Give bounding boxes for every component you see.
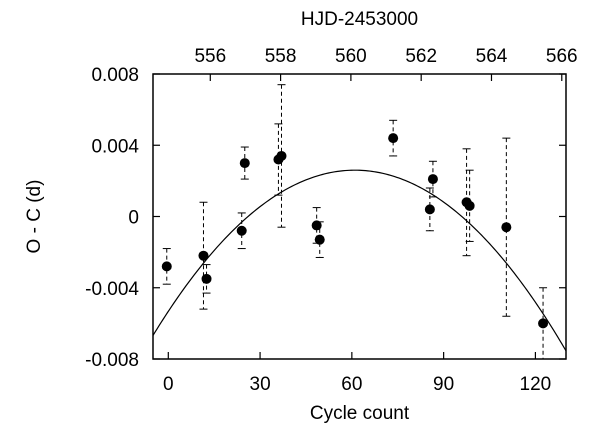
y-tick-label: -0.008 [85,350,139,371]
data-point [464,200,475,211]
top-x-tick-label: 556 [194,46,226,67]
data-point [239,158,250,169]
data-point [201,273,212,284]
data-point [424,204,435,215]
data-points [161,133,549,329]
top-x-tick-label: 562 [405,46,437,67]
data-point [388,133,399,144]
data-point [314,234,325,245]
data-point [538,318,549,329]
data-point [427,174,438,185]
error-bars [162,84,548,360]
data-point [236,225,247,236]
x-axis-title: Cycle count [310,403,410,424]
data-point [161,261,172,272]
y-tick-label: -0.004 [85,279,139,300]
top-x-tick-label: 564 [476,46,508,67]
top-x-tick-label: 566 [546,46,578,67]
x-tick-label: 120 [520,374,552,395]
data-point [276,150,287,161]
top-axis-title: HJD-2453000 [301,9,418,30]
y-tick-label: 0.008 [91,65,139,86]
x-tick-label: 0 [163,374,174,395]
axis-ticks [153,73,566,360]
data-point [311,220,322,231]
fit-curve [152,169,567,352]
tick-labels: 0 30 60 90 120 556 558 560 562 564 566 -0.008 -0.004… [85,46,578,395]
data-point [501,222,512,233]
y-axis-title: O - C (d) [24,180,45,254]
top-x-tick-label: 560 [335,46,367,67]
data-point [198,250,209,261]
x-tick-label: 60 [341,374,362,395]
top-x-tick-label: 558 [265,46,297,67]
y-tick-label: 0.004 [91,136,139,157]
x-tick-label: 30 [250,374,271,395]
y-tick-label: 0 [128,208,139,229]
x-tick-label: 90 [433,374,454,395]
